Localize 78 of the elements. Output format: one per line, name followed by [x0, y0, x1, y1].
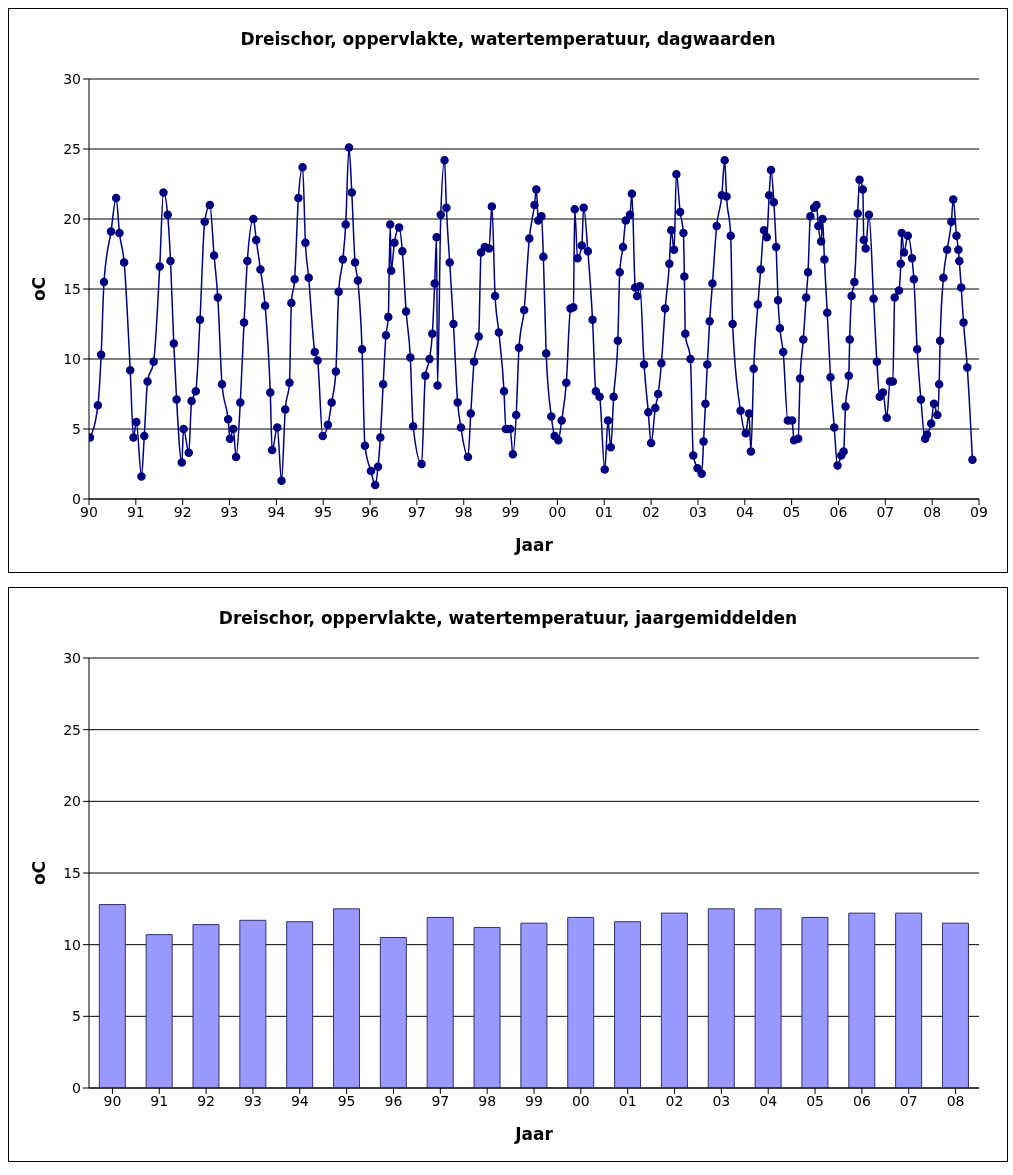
x-tick-label: 92	[197, 1092, 216, 1109]
x-tick-label: 96	[384, 1092, 403, 1109]
bar	[239, 919, 267, 1088]
x-tick-label: 97	[407, 503, 426, 520]
y-tick-label: 15	[63, 280, 81, 297]
x-tick-label: 95	[314, 503, 333, 520]
bar	[333, 908, 361, 1088]
bar	[941, 922, 969, 1088]
x-axis-title: Jaar	[514, 535, 554, 555]
x-tick-label: 05	[782, 503, 801, 520]
bar	[567, 916, 595, 1088]
bar	[98, 904, 126, 1088]
x-tick-label: 05	[806, 1092, 824, 1109]
bar	[614, 921, 642, 1088]
y-axis-title: oC	[29, 276, 50, 302]
x-tick-label: 00	[548, 503, 567, 520]
y-tick-label: 25	[63, 140, 81, 157]
x-tick-label: 08	[946, 1092, 965, 1109]
bar	[520, 922, 548, 1088]
x-tick-label: 04	[735, 503, 754, 520]
x-tick-label: 08	[923, 503, 942, 520]
x-tick-label: 91	[126, 503, 145, 520]
bar	[192, 924, 220, 1088]
x-tick-label: 09	[970, 503, 988, 520]
x-tick-label: 98	[478, 1092, 497, 1109]
y-axis-title: oC	[29, 860, 50, 886]
bar	[848, 912, 876, 1088]
y-tick-label: 25	[63, 721, 81, 738]
bar	[801, 916, 829, 1088]
x-tick-label: 97	[431, 1092, 450, 1109]
x-tick-label: 06	[829, 503, 848, 520]
y-tick-label: 30	[63, 649, 81, 666]
y-tick-label: 5	[72, 1008, 81, 1025]
x-tick-label: 04	[759, 1092, 778, 1109]
bar	[754, 908, 782, 1088]
y-tick-label: 0	[72, 490, 81, 507]
y-tick-label: 20	[63, 793, 81, 810]
x-tick-label: 94	[290, 1092, 309, 1109]
bar	[379, 937, 407, 1088]
x-tick-label: 00	[571, 1092, 590, 1109]
x-tick-label: 03	[689, 503, 707, 520]
x-tick-label: 02	[642, 503, 661, 520]
bar	[426, 916, 454, 1088]
x-tick-label: 90	[80, 503, 98, 520]
x-axis-title: Jaar	[514, 1124, 554, 1144]
x-tick-label: 93	[220, 503, 239, 520]
y-tick-label: 0	[72, 1079, 81, 1096]
x-tick-label: 99	[525, 1092, 543, 1109]
x-tick-label: 98	[454, 503, 473, 520]
y-tick-label: 15	[63, 864, 81, 881]
x-tick-label: 01	[595, 503, 614, 520]
y-tick-label: 20	[63, 210, 81, 227]
x-tick-label: 03	[712, 1092, 731, 1109]
x-tick-label: 90	[103, 1092, 122, 1109]
bar	[895, 912, 923, 1088]
x-tick-label: 07	[899, 1092, 918, 1109]
bar	[660, 912, 688, 1088]
y-tick-label: 5	[72, 420, 81, 437]
x-tick-label: 06	[852, 1092, 871, 1109]
x-tick-label: 94	[267, 503, 286, 520]
bar	[707, 908, 735, 1088]
x-tick-label: 99	[501, 503, 520, 520]
y-tick-label: 30	[63, 70, 81, 87]
x-tick-label: 95	[337, 1092, 356, 1109]
x-tick-label: 02	[665, 1092, 684, 1109]
x-tick-label: 07	[876, 503, 895, 520]
x-tick-label: 01	[618, 1092, 637, 1109]
chart-title: Dreischor, oppervlakte, watertemperatuur, dagwaarden	[239, 28, 777, 51]
x-tick-label: 93	[244, 1092, 262, 1109]
bar	[145, 934, 173, 1088]
y-tick-label: 10	[63, 936, 81, 953]
x-tick-label: 92	[173, 503, 192, 520]
bar	[286, 921, 314, 1088]
x-tick-label: 91	[150, 1092, 169, 1109]
x-tick-label: 96	[361, 503, 380, 520]
y-tick-label: 10	[63, 350, 81, 367]
bar	[473, 926, 501, 1088]
chart-title: Dreischor, oppervlakte, watertemperatuur, jaargemiddelden	[217, 607, 799, 630]
